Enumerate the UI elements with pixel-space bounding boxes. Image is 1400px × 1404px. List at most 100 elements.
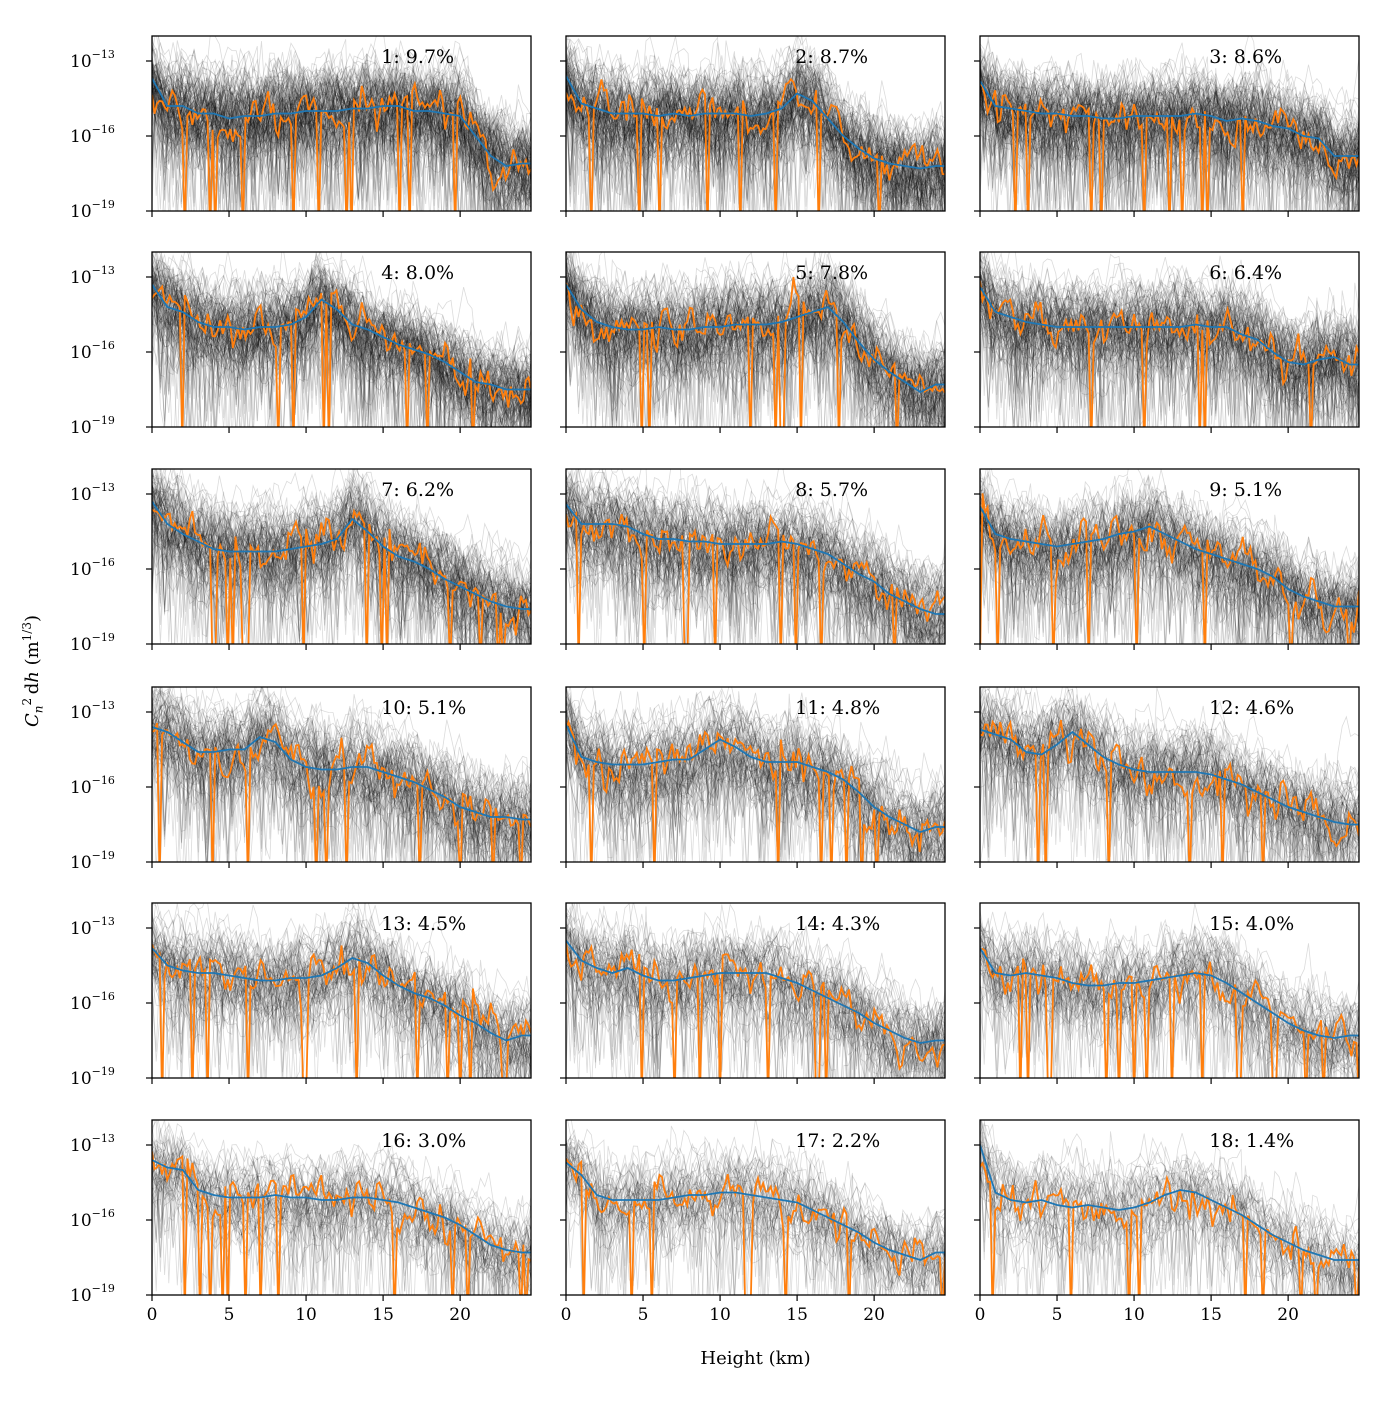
ensemble-profile: [152, 54, 531, 192]
ensemble-profile: [152, 903, 531, 1051]
ensemble-profile: [152, 1197, 504, 1295]
x-tick-label: 0: [561, 1305, 572, 1325]
ensemble-profile: [980, 930, 1359, 1050]
ensemble-profile: [152, 65, 531, 211]
panel-frame: [151, 35, 532, 212]
ensemble-profile: [980, 306, 1359, 427]
ensemble-profile: [980, 269, 1359, 427]
ensemble-profile: [566, 36, 945, 186]
ensemble-profile: [980, 507, 1359, 644]
ensemble-profile: [566, 277, 944, 427]
ensemble-profile: [566, 687, 945, 845]
ensemble-profile: [566, 281, 945, 427]
ensemble-profile: [980, 277, 1359, 427]
ensemble-profile: [152, 74, 531, 211]
ensemble-profile: [980, 916, 1359, 1047]
ensemble-profile: [980, 273, 1359, 427]
ensemble-profile: [152, 283, 531, 427]
ensemble-profile: [152, 294, 531, 427]
ensemble-profile: [566, 695, 940, 862]
ensemble-profile: [566, 79, 945, 211]
ensemble-profile: [566, 70, 945, 211]
ensemble-profile: [152, 51, 531, 211]
ensemble-profile: [566, 1142, 945, 1295]
ensemble-profile: [566, 305, 945, 427]
ensemble-profile: [566, 498, 945, 644]
ensemble-profile: [566, 725, 945, 862]
ensemble-profile: [566, 927, 945, 1078]
ensemble-profile: [566, 913, 945, 1078]
ensemble-profile: [980, 314, 1359, 427]
ensemble-profile: [566, 524, 935, 644]
ensemble-profile: [980, 1146, 1359, 1295]
ensemble-profile: [152, 922, 531, 1078]
ensemble-profile: [152, 469, 531, 644]
ensemble-profile: [566, 268, 945, 427]
ensemble-profile: [152, 47, 531, 211]
ensemble-profile: [152, 55, 531, 211]
ensemble-profile: [152, 277, 531, 427]
ensemble-profile: [566, 509, 945, 644]
ensemble-profile: [566, 708, 945, 843]
ensemble-profile: [980, 68, 1359, 211]
ensemble-profile: [152, 307, 531, 427]
ensemble-profile: [980, 57, 1359, 211]
ensemble-profile: [152, 910, 531, 1074]
ensemble-profile: [566, 742, 945, 862]
ensemble-profile: [566, 508, 923, 644]
ensemble-profile: [980, 483, 1359, 644]
ensemble-profile: [152, 487, 531, 631]
ensemble-profile: [152, 746, 531, 862]
ensemble-profile: [980, 288, 1359, 427]
ensemble-profile: [980, 513, 1359, 644]
ensemble-profile: [152, 87, 531, 211]
ensemble-profile: [566, 95, 945, 211]
panel-frame: [979, 251, 1360, 428]
ensemble-profile: [566, 271, 945, 427]
ensemble-profile: [980, 469, 1359, 644]
ensemble-profile: [566, 267, 938, 427]
ensemble-profile: [980, 86, 1359, 211]
ensemble-profile: [152, 497, 531, 644]
mean-profile: [980, 947, 1359, 1039]
ensemble-profile: [152, 74, 531, 211]
ensemble-profile: [980, 265, 1359, 427]
ensemble-profile: [980, 489, 1359, 644]
ensemble-profile: [152, 83, 531, 211]
ensemble-profile: [566, 80, 945, 211]
panel-14: 14: 4.3%: [560, 902, 946, 1084]
ensemble-profile: [152, 252, 531, 427]
ensemble-profile: [980, 74, 1359, 211]
ensemble-profile: [152, 73, 531, 211]
ensemble-profile: [152, 488, 531, 637]
y-tick-label: 10−19: [70, 631, 115, 655]
ensemble-profile: [980, 762, 1359, 862]
ensemble-profile: [566, 718, 945, 862]
ensemble-profile: [566, 491, 945, 644]
ensemble-profile: [152, 92, 531, 211]
ensemble-profile: [566, 54, 945, 211]
ensemble-profile: [566, 728, 945, 862]
ensemble-profile: [566, 288, 945, 427]
ensemble-profile: [158, 36, 531, 211]
ensemble-profile: [566, 1139, 945, 1294]
ensemble-profile: [566, 723, 945, 862]
ensemble-profile: [566, 730, 945, 862]
ensemble-profile: [980, 310, 1355, 427]
ensemble-profile: [152, 469, 531, 630]
ensemble-profile: [566, 916, 945, 1078]
ensemble-profile: [152, 298, 531, 427]
ensemble-profile: [566, 729, 945, 862]
ensemble-profile: [152, 709, 531, 843]
ensemble-profile: [152, 252, 531, 427]
ensemble-profile: [566, 271, 945, 427]
ensemble-profile: [980, 1120, 1359, 1295]
ensemble-profile: [980, 104, 1359, 211]
ensemble-profile: [980, 491, 1359, 644]
ensemble-profile: [980, 507, 1359, 644]
ensemble-profile: [980, 1159, 1359, 1295]
example-profile: [152, 284, 531, 427]
y-tick-label: 10−16: [70, 123, 115, 147]
ensemble-profile: [152, 1152, 531, 1295]
ensemble-profile: [152, 295, 531, 427]
